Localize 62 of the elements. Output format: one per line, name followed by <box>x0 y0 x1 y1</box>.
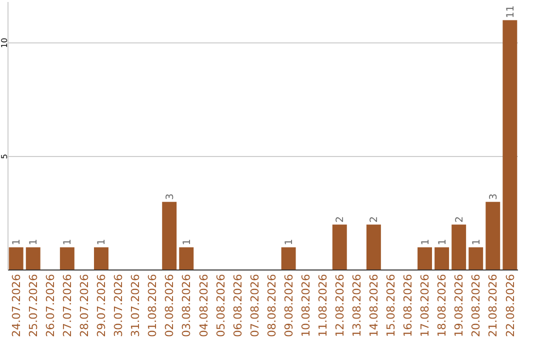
x-tick-label: 14.08.2026 <box>368 274 381 337</box>
bar <box>162 202 177 270</box>
data-label: 1 <box>12 238 23 246</box>
y-tick-label: 10 <box>0 38 10 48</box>
x-tick-label: 27.07.2026 <box>61 274 74 337</box>
x-tick-label: 21.08.2026 <box>486 274 500 337</box>
data-label: 1 <box>182 238 193 246</box>
x-tick-label: 30.07.2026 <box>112 274 126 337</box>
data-label: 3 <box>164 193 176 200</box>
bar <box>486 202 500 270</box>
x-tick-label: 04.08.2026 <box>197 274 210 337</box>
x-tick-label: 01.08.2026 <box>146 274 160 337</box>
x-tick-label: 15.08.2026 <box>384 274 398 337</box>
x-tick-label: 17.08.2026 <box>418 274 432 337</box>
x-tick-label: 26.07.2026 <box>44 274 57 337</box>
x-tick-label: 31.07.2026 <box>129 274 142 337</box>
y-tick-label: 5 <box>0 154 10 159</box>
x-tick-label: 09.08.2026 <box>282 274 296 337</box>
x-tick-label: 25.07.2026 <box>26 274 40 337</box>
bar <box>502 20 518 270</box>
x-tick-label: 11.08.2026 <box>316 274 330 337</box>
x-tick-label: 07.08.2026 <box>248 274 262 337</box>
data-label: 1 <box>437 238 448 246</box>
data-label: 11 <box>505 5 516 18</box>
bar <box>418 247 432 270</box>
bar <box>468 247 484 270</box>
x-tick-label: 12.08.2026 <box>333 274 346 337</box>
x-tick-label: 20.08.2026 <box>470 274 483 337</box>
x-tick-label: 02.08.2026 <box>163 274 176 337</box>
data-label: 1 <box>62 238 74 246</box>
x-tick-label: 24.07.2026 <box>10 274 23 337</box>
x-tick-label: 16.08.2026 <box>402 274 415 337</box>
data-label: 3 <box>488 193 500 200</box>
x-tick-label: 03.08.2026 <box>180 274 194 337</box>
data-label: 2 <box>454 216 466 223</box>
x-tick-label: 10.08.2026 <box>299 274 312 337</box>
bar <box>60 247 74 270</box>
x-tick-label: 13.08.2026 <box>350 274 364 337</box>
data-label: 1 <box>420 238 432 246</box>
x-tick-label: 05.08.2026 <box>214 274 228 337</box>
bar <box>332 224 347 270</box>
x-tick-label: 22.08.2026 <box>504 274 517 337</box>
data-label: 1 <box>284 238 296 246</box>
bar <box>281 247 296 270</box>
bar <box>366 224 381 270</box>
x-tick-label: 29.07.2026 <box>95 274 108 337</box>
data-label: 1 <box>28 238 40 246</box>
data-label: 2 <box>369 216 380 223</box>
x-tick-label: 19.08.2026 <box>452 274 466 337</box>
bar <box>94 247 108 270</box>
x-tick-label: 08.08.2026 <box>265 274 278 337</box>
data-label: 1 <box>471 238 482 246</box>
bar <box>8 247 24 270</box>
x-tick-label: 18.08.2026 <box>436 274 449 337</box>
bar <box>434 247 450 270</box>
bar <box>26 247 40 270</box>
bar <box>179 247 194 270</box>
bar <box>452 224 466 270</box>
data-label: 2 <box>335 216 346 223</box>
x-tick-label: 06.08.2026 <box>231 274 244 337</box>
data-label: 1 <box>96 238 108 246</box>
x-tick-label: 28.07.2026 <box>78 274 92 337</box>
